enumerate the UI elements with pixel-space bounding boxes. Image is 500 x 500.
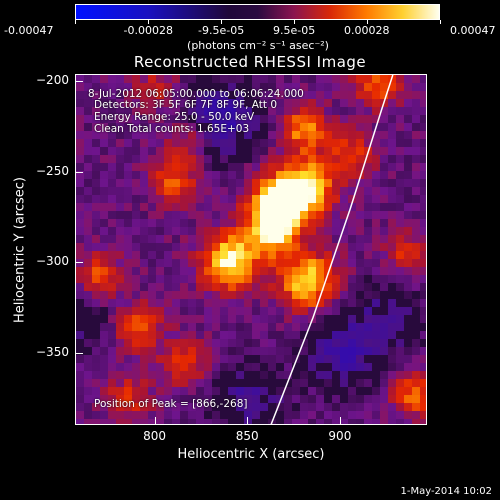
colorbar bbox=[75, 4, 440, 20]
colorbar-tick-label: 0.00028 bbox=[344, 24, 390, 37]
colorbar-tick-label: -0.00047 bbox=[4, 24, 54, 37]
heatmap-cells bbox=[76, 75, 426, 424]
colorbar-tick-label: -9.5e-05 bbox=[198, 24, 245, 37]
y-axis-label: Heliocentric Y (arcsec) bbox=[12, 177, 28, 323]
colorbar-units: (photons cm⁻² s⁻¹ asec⁻²) bbox=[187, 39, 329, 52]
footer-date: 1-May-2014 10:02 bbox=[400, 486, 492, 497]
colorbar-tickmark bbox=[74, 20, 76, 24]
colorbar-tickmark bbox=[293, 20, 295, 24]
y-tickmark bbox=[75, 352, 83, 354]
chart-title: Reconstructed RHESSI Image bbox=[133, 53, 367, 71]
annotation-energy-range: Energy Range: 25.0 - 50.0 keV bbox=[94, 111, 255, 123]
annotation-clean-total-counts: Clean Total counts: 1.65E+03 bbox=[94, 123, 250, 135]
image-plot-area: 8-Jul-2012 06:05:00.000 to 06:06:24.000 … bbox=[75, 74, 427, 425]
x-tickmark bbox=[247, 417, 249, 425]
colorbar-tickmark bbox=[366, 20, 368, 24]
x-tick-label: 800 bbox=[143, 429, 167, 443]
x-tick-label: 900 bbox=[328, 429, 352, 443]
y-tick-label: −250 bbox=[36, 163, 69, 178]
y-tickmark bbox=[75, 262, 83, 264]
annotation-time-range: 8-Jul-2012 06:05:00.000 to 06:06:24.000 bbox=[88, 88, 304, 100]
x-tick-label: 850 bbox=[235, 429, 259, 443]
colorbar-tickmark bbox=[147, 20, 149, 24]
y-tick-label: −350 bbox=[36, 344, 69, 359]
y-tickmark bbox=[75, 171, 83, 173]
colorbar-tick-label: 9.5e-05 bbox=[273, 24, 316, 37]
y-tick-label: −200 bbox=[36, 73, 69, 88]
y-tickmark bbox=[75, 81, 83, 83]
heatmap-svg bbox=[76, 75, 426, 424]
x-axis-label: Heliocentric X (arcsec) bbox=[177, 447, 325, 462]
annotation-peak-position: Position of Peak = [866,-268] bbox=[94, 398, 248, 410]
colorbar-tickmark bbox=[439, 20, 441, 24]
x-tickmark bbox=[154, 417, 156, 425]
colorbar-tick-label: 0.00047 bbox=[450, 24, 496, 37]
y-tick-label: −300 bbox=[36, 254, 69, 269]
solar-limb-curve bbox=[270, 75, 394, 424]
colorbar-tickmark bbox=[220, 20, 222, 24]
x-tickmark bbox=[339, 417, 341, 425]
colorbar-tick-label: -0.00028 bbox=[123, 24, 173, 37]
annotation-detectors: Detectors: 3F 5F 6F 7F 8F 9F, Att 0 bbox=[94, 99, 278, 111]
